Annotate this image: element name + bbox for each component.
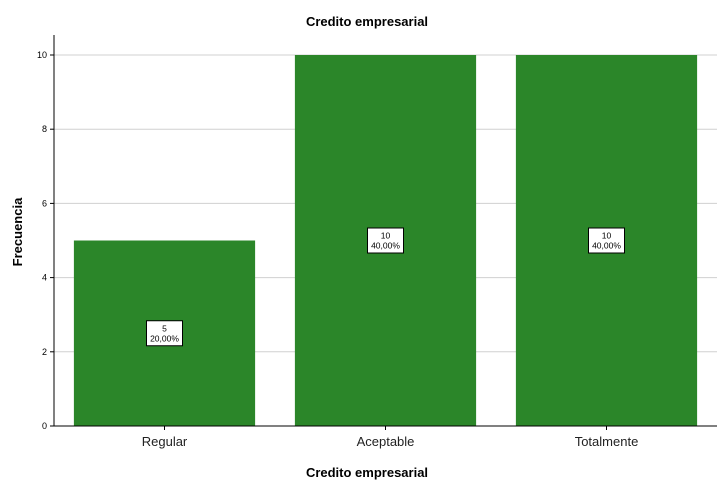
y-tick-label: 0 xyxy=(42,421,47,431)
x-tick-label: Aceptable xyxy=(357,434,415,449)
chart-title: Credito empresarial xyxy=(306,14,428,29)
y-tick-label: 2 xyxy=(42,347,47,357)
data-label-count: 10 xyxy=(381,231,391,241)
y-axis-ticks: 0 2 4 6 8 10 xyxy=(37,50,54,431)
y-tick-label: 8 xyxy=(42,124,47,134)
y-tick-label: 4 xyxy=(42,273,47,283)
data-label-count: 10 xyxy=(602,231,612,241)
y-axis-label: Frecuencia xyxy=(10,197,25,266)
data-label-box xyxy=(588,227,625,254)
data-label-percent: 40,00% xyxy=(592,241,621,251)
x-axis-ticks: Regular Aceptable Totalmente xyxy=(142,426,639,449)
data-label-percent: 40,00% xyxy=(371,241,400,251)
data-label-regular: 520,00% xyxy=(146,320,183,347)
data-label-box xyxy=(367,227,404,254)
data-label-box xyxy=(146,320,183,347)
x-tick-label: Regular xyxy=(142,434,188,449)
data-label-percent: 20,00% xyxy=(150,333,179,343)
x-axis-label: Credito empresarial xyxy=(306,465,428,480)
y-tick-label: 10 xyxy=(37,50,47,60)
x-tick-label: Totalmente xyxy=(575,434,639,449)
y-tick-label: 6 xyxy=(42,198,47,208)
data-label-count: 5 xyxy=(162,323,167,333)
